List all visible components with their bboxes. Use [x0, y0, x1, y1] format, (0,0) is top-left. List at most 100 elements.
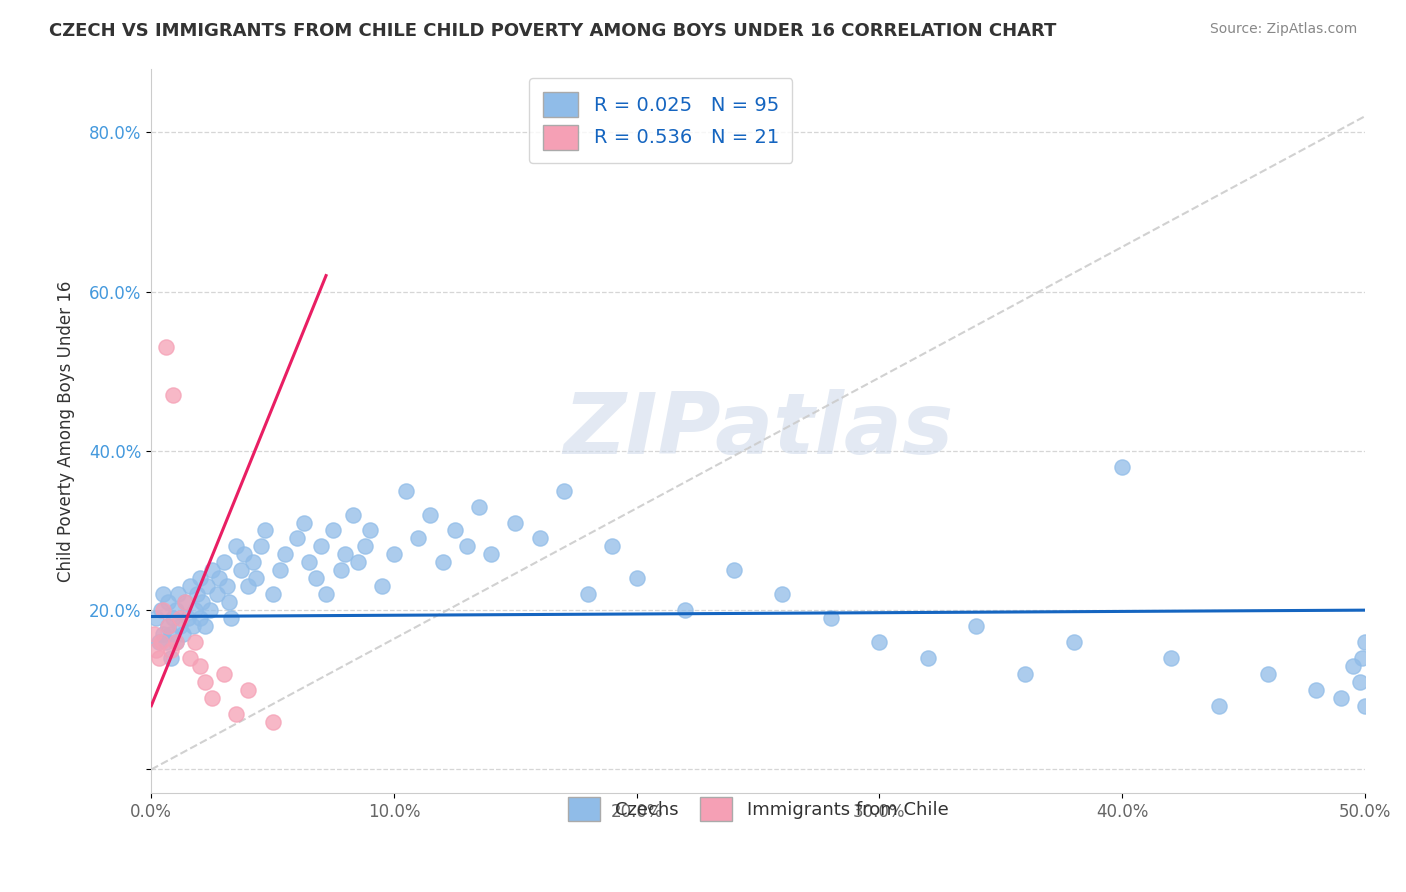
Point	[1063, 635, 1085, 649]
Point	[215, 579, 238, 593]
Point	[221, 611, 243, 625]
Point	[208, 571, 231, 585]
Point	[201, 563, 224, 577]
Point	[305, 571, 328, 585]
Point	[152, 587, 174, 601]
Point	[1348, 674, 1371, 689]
Point	[188, 571, 211, 585]
Point	[184, 635, 207, 649]
Point	[225, 540, 247, 554]
Point	[165, 603, 187, 617]
Point	[169, 611, 191, 625]
Point	[188, 659, 211, 673]
Point	[148, 651, 170, 665]
Point	[150, 635, 173, 649]
Point	[917, 651, 939, 665]
Point	[354, 540, 377, 554]
Point	[191, 595, 214, 609]
Point	[1341, 659, 1364, 673]
Point	[186, 587, 208, 601]
Point	[673, 603, 696, 617]
Point	[174, 595, 197, 609]
Point	[315, 587, 337, 601]
Point	[529, 532, 551, 546]
Point	[262, 587, 284, 601]
Point	[225, 706, 247, 721]
Point	[152, 603, 174, 617]
Point	[218, 595, 240, 609]
Point	[342, 508, 364, 522]
Point	[1160, 651, 1182, 665]
Point	[419, 508, 441, 522]
Point	[229, 563, 252, 577]
Point	[150, 603, 173, 617]
Point	[194, 674, 217, 689]
Point	[148, 635, 170, 649]
Point	[181, 619, 204, 633]
Point	[201, 690, 224, 705]
Point	[820, 611, 842, 625]
Point	[245, 571, 267, 585]
Point	[145, 611, 167, 625]
Point	[162, 388, 184, 402]
Point	[1305, 682, 1327, 697]
Point	[298, 555, 321, 569]
Point	[456, 540, 478, 554]
Point	[159, 651, 181, 665]
Point	[179, 651, 201, 665]
Point	[406, 532, 429, 546]
Point	[1354, 698, 1376, 713]
Point	[159, 643, 181, 657]
Point	[770, 587, 793, 601]
Point	[184, 603, 207, 617]
Point	[195, 579, 218, 593]
Point	[395, 483, 418, 498]
Point	[205, 587, 228, 601]
Point	[238, 682, 260, 697]
Point	[723, 563, 745, 577]
Point	[576, 587, 599, 601]
Point	[346, 555, 368, 569]
Point	[212, 666, 235, 681]
Point	[157, 619, 180, 633]
Text: ZIPatlas: ZIPatlas	[562, 390, 953, 473]
Point	[468, 500, 491, 514]
Point	[602, 540, 624, 554]
Point	[152, 627, 174, 641]
Point	[167, 587, 190, 601]
Point	[1111, 459, 1133, 474]
Point	[1014, 666, 1036, 681]
Legend: Czechs, Immigrants from Chile: Czechs, Immigrants from Chile	[553, 783, 963, 835]
Text: CZECH VS IMMIGRANTS FROM CHILE CHILD POVERTY AMONG BOYS UNDER 16 CORRELATION CHA: CZECH VS IMMIGRANTS FROM CHILE CHILD POV…	[49, 22, 1056, 40]
Point	[432, 555, 454, 569]
Point	[359, 524, 381, 538]
Point	[1208, 698, 1230, 713]
Point	[1257, 666, 1279, 681]
Point	[292, 516, 315, 530]
Point	[157, 595, 180, 609]
Point	[174, 595, 197, 609]
Point	[285, 532, 308, 546]
Point	[505, 516, 527, 530]
Point	[188, 611, 211, 625]
Point	[194, 619, 217, 633]
Point	[479, 548, 502, 562]
Point	[626, 571, 648, 585]
Point	[1351, 651, 1374, 665]
Point	[179, 579, 201, 593]
Point	[1329, 690, 1351, 705]
Point	[165, 635, 187, 649]
Point	[232, 548, 254, 562]
Point	[868, 635, 890, 649]
Point	[371, 579, 394, 593]
Y-axis label: Child Poverty Among Boys Under 16: Child Poverty Among Boys Under 16	[58, 280, 75, 582]
Point	[553, 483, 575, 498]
Point	[212, 555, 235, 569]
Point	[155, 635, 177, 649]
Point	[966, 619, 988, 633]
Point	[198, 603, 221, 617]
Point	[249, 540, 271, 554]
Point	[335, 548, 357, 562]
Point	[238, 579, 260, 593]
Point	[443, 524, 465, 538]
